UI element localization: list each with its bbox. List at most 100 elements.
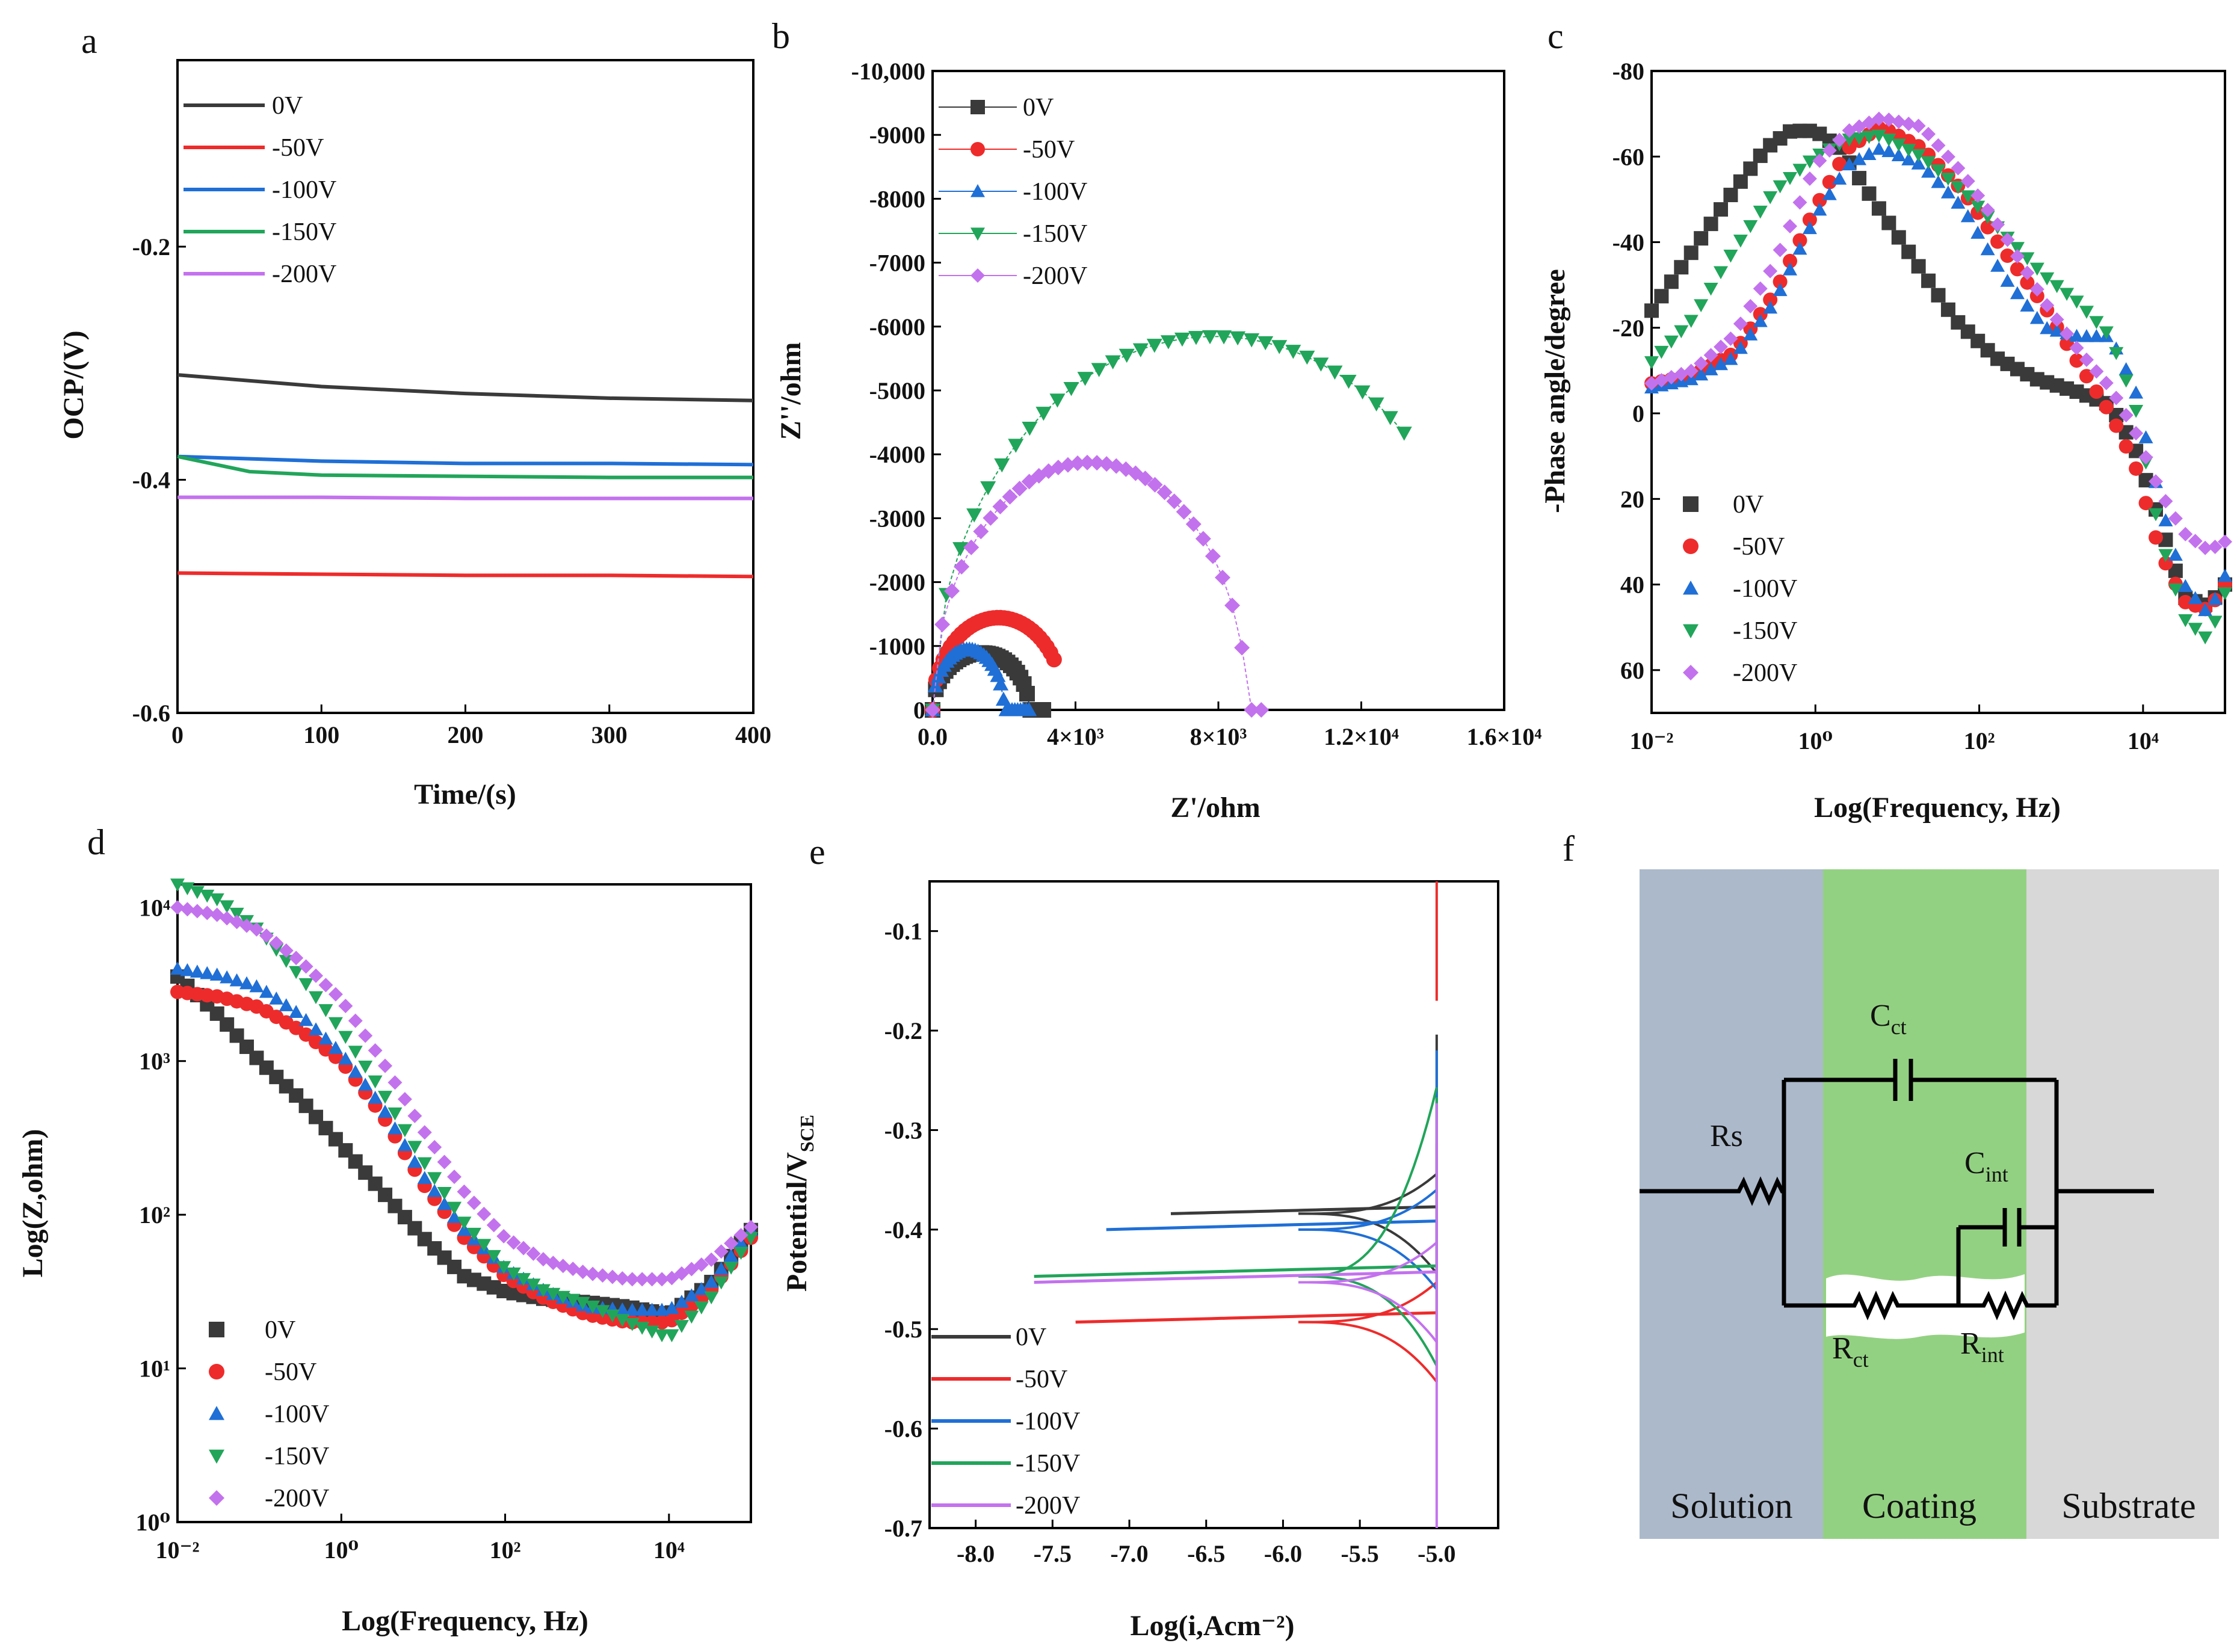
phase-point	[2218, 534, 2232, 549]
phase-point	[2118, 439, 2134, 454]
impedance-point	[309, 968, 324, 983]
phase-point	[2029, 282, 2044, 297]
y-tick-label-e: -0.7	[884, 1515, 922, 1542]
legend-marker-d	[209, 1322, 224, 1337]
phase-point	[1852, 132, 1867, 146]
nyquist-point	[1008, 439, 1024, 453]
phase-point	[2099, 326, 2114, 340]
y-tick-label-b: -10,000	[851, 58, 925, 85]
impedance-point	[318, 978, 333, 993]
y-tick-label-b: -6000	[869, 313, 925, 341]
nyquist-point	[1214, 570, 1230, 586]
phase-point	[2000, 248, 2015, 264]
phase-point	[2069, 353, 2084, 368]
y-tick-label-b: 0	[913, 697, 925, 724]
impedance-point	[694, 1301, 709, 1315]
nyquist-point	[1132, 343, 1149, 357]
impedance-point	[615, 1271, 630, 1286]
nyquist-point	[1299, 350, 1315, 365]
phase-point	[1723, 250, 1738, 263]
impedance-point	[733, 1247, 748, 1260]
tafel-main-3	[1034, 1264, 1437, 1278]
phase-point	[2138, 496, 2153, 511]
impedance-point	[535, 1284, 551, 1298]
x-tick-label-e: -6.0	[1264, 1540, 1302, 1567]
ocp-line-1	[177, 571, 754, 579]
phase-point	[1674, 325, 1689, 339]
phase-point	[1802, 212, 1817, 227]
x-tick-label-d: 10²	[490, 1536, 521, 1564]
tafel-cathodic-4	[1298, 1281, 1438, 1343]
phase-point	[2060, 288, 2075, 301]
impedance-point	[220, 900, 235, 914]
phase-point	[1862, 131, 1877, 144]
phase-point	[1891, 138, 1906, 152]
impedance-point	[269, 935, 284, 951]
phase-point	[1921, 156, 1936, 170]
nyquist-point	[1069, 455, 1085, 472]
nyquist-point	[1185, 516, 1202, 532]
y-tick-label-d: 10¹	[139, 1355, 170, 1382]
panel-label-c: c	[1547, 16, 1564, 56]
phase-point	[2010, 286, 2025, 300]
phase-point	[1723, 352, 1738, 365]
y-tick-label-c: 40	[1620, 572, 1644, 599]
impedance-point	[200, 905, 215, 920]
nyquist-point	[1060, 457, 1076, 473]
legend-marker-d	[209, 1490, 224, 1506]
phase-point	[1871, 111, 1886, 126]
nyquist-point	[1156, 484, 1173, 501]
phase-point	[1753, 205, 1768, 219]
nyquist-point	[1396, 427, 1412, 441]
impedance-point	[466, 1195, 481, 1210]
impedance-point	[239, 976, 255, 990]
legend-marker-b	[970, 100, 985, 114]
impedance-point	[180, 882, 195, 896]
y-tick-label-b: -2000	[869, 569, 925, 596]
phase-point	[1881, 112, 1896, 127]
y-tick-label-b: -9000	[869, 122, 925, 149]
phase-point	[1812, 193, 1827, 208]
phase-point	[1901, 244, 1916, 259]
phase-point	[1773, 180, 1788, 194]
phase-point	[1763, 300, 1778, 314]
impedance-point	[368, 1090, 383, 1104]
impedance-point	[328, 1017, 343, 1031]
nyquist-point	[1224, 597, 1241, 614]
phase-point	[1714, 357, 1729, 371]
nyquist-point	[1166, 493, 1182, 510]
impedance-point	[447, 1170, 462, 1185]
legend-label-c: -150V	[1733, 617, 1797, 645]
phase-point	[1911, 119, 1926, 134]
impedance-point	[674, 1295, 689, 1308]
phase-point	[1970, 188, 1986, 203]
impedance-point	[318, 1004, 333, 1017]
impedance-point	[220, 970, 235, 984]
phase-point	[2060, 326, 2075, 341]
impedance-point	[694, 1257, 709, 1272]
phase-point	[1703, 348, 1718, 363]
legend-label-e: -100V	[1016, 1408, 1080, 1435]
impedance-point	[338, 999, 353, 1014]
impedance-point	[486, 1218, 501, 1233]
impedance-point	[338, 1031, 353, 1044]
phase-point	[1674, 260, 1689, 275]
impedance-point	[348, 1064, 363, 1078]
ocp-line-0	[177, 373, 754, 402]
impedance-point	[387, 1075, 403, 1090]
impedance-point	[625, 1318, 640, 1331]
phase-point	[2138, 450, 2153, 465]
phase-point	[1881, 144, 1896, 158]
phase-point	[1714, 266, 1729, 280]
phase-point	[2000, 232, 2015, 247]
impedance-point	[407, 1141, 422, 1154]
y-tick-label-c: -40	[1612, 229, 1644, 256]
phase-point	[1921, 273, 1936, 288]
phase-point	[2129, 385, 2144, 399]
y-axis-title-a: OCP/(V)	[58, 330, 90, 439]
phase-point	[1980, 211, 1995, 224]
impedance-point	[575, 1265, 590, 1280]
impedance-point	[407, 1108, 422, 1123]
phase-point	[1832, 171, 1847, 185]
